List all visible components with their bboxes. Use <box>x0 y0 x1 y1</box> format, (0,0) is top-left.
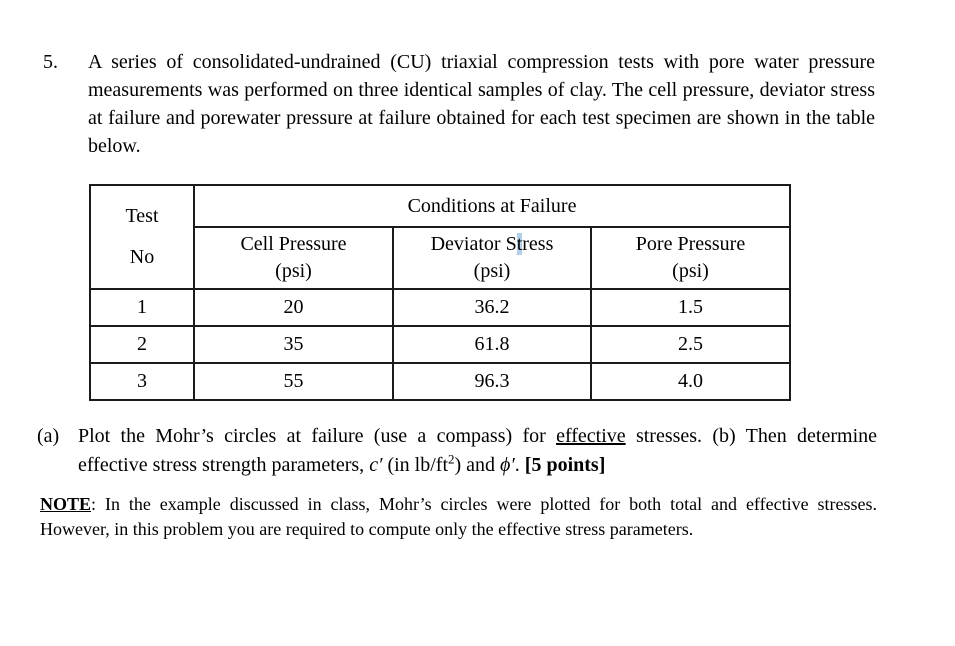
cell-test-no: 2 <box>89 325 195 364</box>
header-cell-pressure-label: Cell Pressure <box>240 233 347 255</box>
cell-deviator-stress: 36.2 <box>392 288 592 327</box>
header-test-no-line2: No <box>129 246 155 268</box>
note-paragraph: NOTE: In the example discussed in class,… <box>40 492 877 542</box>
cell-pore-pressure: 4.0 <box>589 362 792 401</box>
header-pore-pressure: Pore Pressure (psi) <box>589 226 792 290</box>
ft-exponent: 2 <box>448 451 455 467</box>
question-b-text-2: (in lb/ft <box>382 454 448 476</box>
table-row: 2 35 61.8 2.5 <box>89 325 792 364</box>
header-deviator-stress-label-end: ress <box>522 233 554 255</box>
header-test-no-line1: Test <box>125 205 159 227</box>
cell-pore-pressure: 2.5 <box>589 325 792 364</box>
table-row: 3 55 96.3 4.0 <box>89 362 792 401</box>
header-pore-pressure-unit: (psi) <box>672 260 709 282</box>
header-cell-pressure-unit: (psi) <box>275 260 312 282</box>
question-b-text: Then determine effective stress strength… <box>78 425 877 476</box>
c-prime-symbol: c′ <box>369 454 383 476</box>
header-deviator-stress-label: Deviator S <box>430 233 517 255</box>
header-cell-pressure: Cell Pressure (psi) <box>193 226 394 290</box>
question-label-a: (a) <box>37 425 60 447</box>
points-badge: [5 points] <box>524 454 606 476</box>
highlighted-letter: t <box>516 233 523 255</box>
cell-pore-pressure: 1.5 <box>589 288 792 327</box>
header-conditions-at-failure: Conditions at Failure <box>192 184 792 228</box>
question-part-ab: (a) Plot the Mohr’s circles at failure (… <box>37 422 877 480</box>
conditions-at-failure-table: Test No Conditions at Failure Cell Press… <box>89 184 792 401</box>
cell-cell-pressure: 55 <box>193 362 394 401</box>
phi-prime-symbol: ϕ′ <box>500 454 515 476</box>
question-text: Plot the Mohr’s circles at failure (use … <box>78 422 877 480</box>
problem-number: 5. <box>43 51 58 73</box>
cell-test-no: 1 <box>89 288 195 327</box>
question-a-text: Plot the Mohr’s circles at failure (use … <box>78 425 557 447</box>
question-b-text-4: . <box>514 454 525 476</box>
cell-cell-pressure: 20 <box>193 288 394 327</box>
note-label: NOTE <box>40 494 92 514</box>
cell-deviator-stress: 96.3 <box>392 362 592 401</box>
header-deviator-stress: Deviator Stress (psi) <box>392 226 592 290</box>
problem-text: A series of consolidated-undrained (CU) … <box>88 51 875 157</box>
underlined-effective: effective <box>556 425 626 447</box>
table-row: 1 20 36.2 1.5 <box>89 288 792 327</box>
note-colon: : <box>91 494 105 514</box>
cell-deviator-stress: 61.8 <box>392 325 592 364</box>
problem-statement: 5. A series of consolidated-undrained (C… <box>43 48 875 160</box>
cell-cell-pressure: 35 <box>193 325 394 364</box>
table-group-header-row: Test No Conditions at Failure <box>89 184 792 290</box>
question-b-text-3: ) and <box>454 454 501 476</box>
header-pore-pressure-label: Pore Pressure <box>635 233 746 255</box>
table-subheader-row: Cell Pressure (psi) Deviator Stress (psi… <box>90 226 792 290</box>
cell-test-no: 3 <box>89 362 195 401</box>
header-deviator-stress-unit: (psi) <box>473 260 511 282</box>
header-test-no: Test No <box>89 184 195 290</box>
question-a-after: stresses. <box>625 425 713 447</box>
note-text: In the example discussed in class, Mohr’… <box>40 494 877 539</box>
question-label-b: (b) <box>712 425 736 447</box>
